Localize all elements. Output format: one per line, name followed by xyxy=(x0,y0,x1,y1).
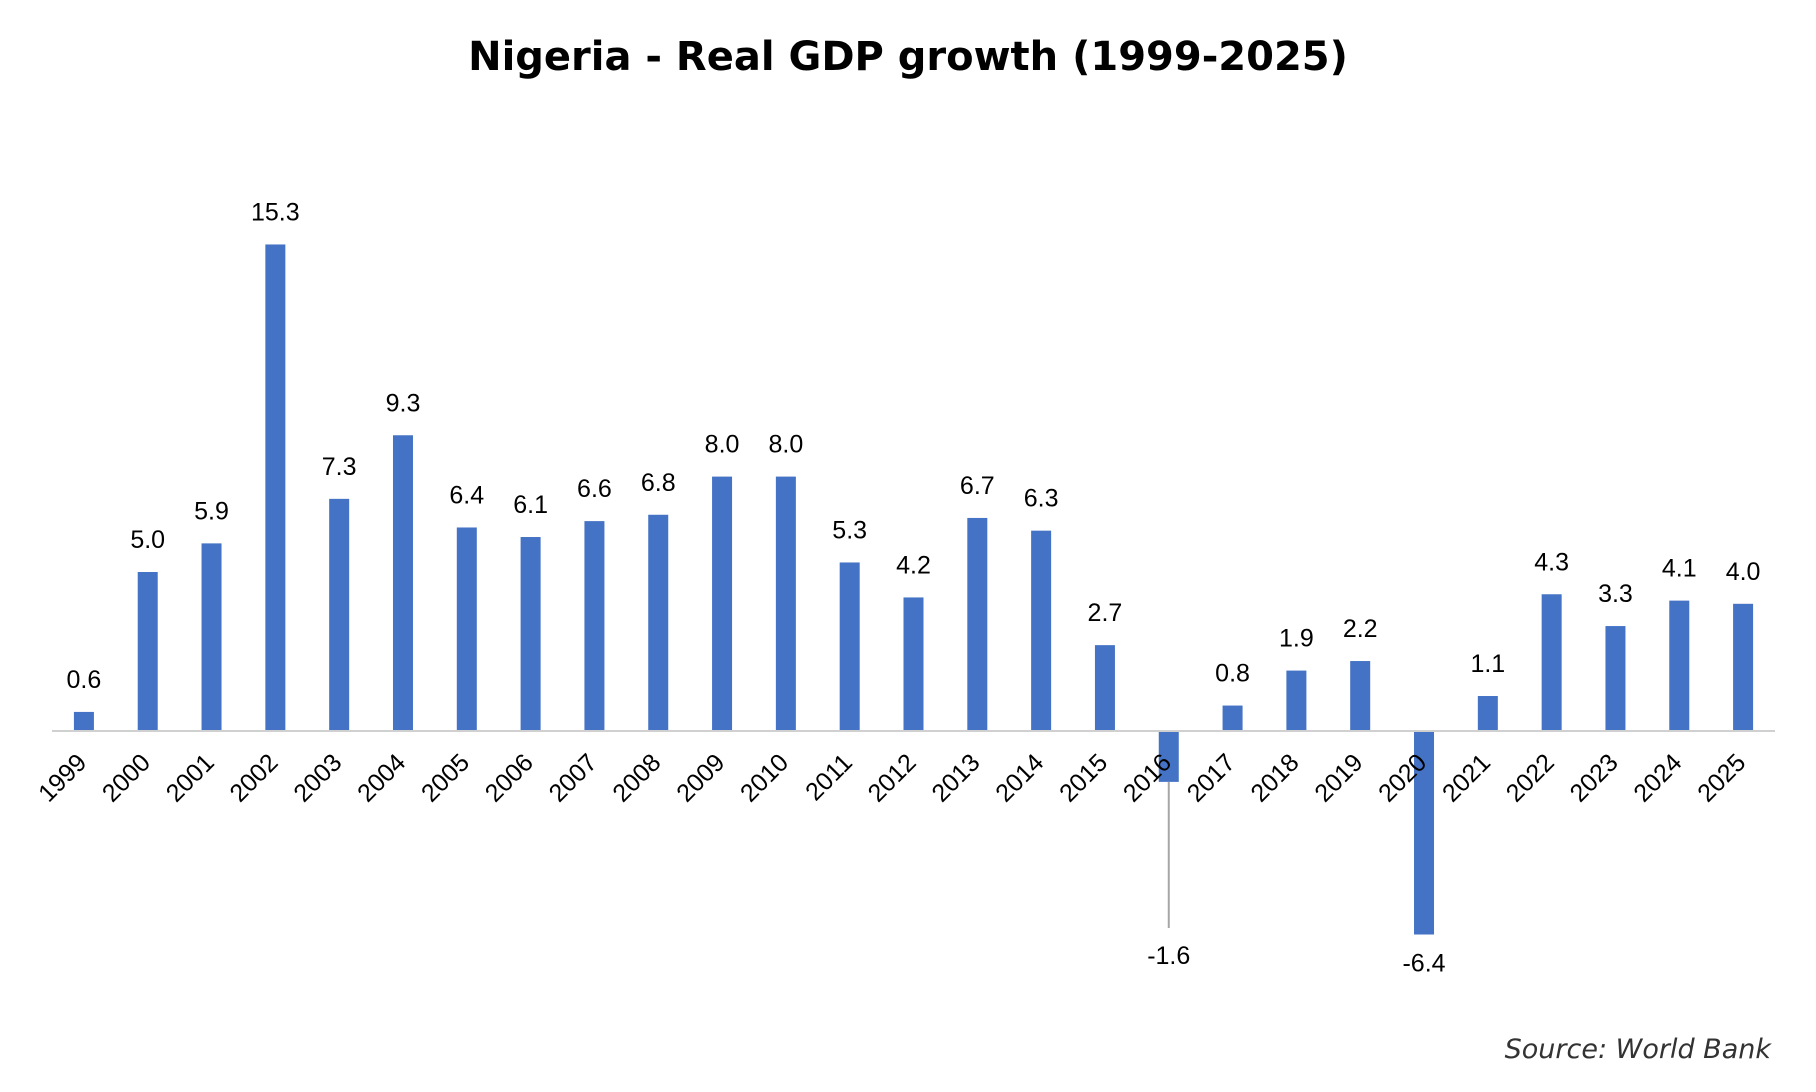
bar-2000 xyxy=(137,572,158,731)
bar-2009 xyxy=(712,476,733,731)
bar-2016 xyxy=(1158,731,1179,782)
bar-2017 xyxy=(1222,705,1243,731)
data-label-2010: 8.0 xyxy=(768,431,803,459)
tick-label-2003: 2003 xyxy=(288,748,347,807)
bar-1999 xyxy=(73,711,94,731)
tick-label-2004: 2004 xyxy=(352,748,411,807)
data-label-2007: 6.6 xyxy=(577,475,612,503)
data-label-2014: 6.3 xyxy=(1024,485,1059,513)
data-label-2012: 4.2 xyxy=(896,551,931,579)
data-label-2005: 6.4 xyxy=(449,481,484,509)
tick-label-2013: 2013 xyxy=(926,748,985,807)
data-label-2008: 6.8 xyxy=(641,469,676,497)
data-label-2019: 2.2 xyxy=(1343,615,1378,643)
bar-2007 xyxy=(584,521,605,731)
tick-label-2019: 2019 xyxy=(1309,748,1368,807)
tick-label-2002: 2002 xyxy=(224,748,283,807)
bar-2021 xyxy=(1477,696,1498,731)
data-label-2004: 9.3 xyxy=(386,389,421,417)
tick-label-2017: 2017 xyxy=(1182,748,1241,807)
data-label-2017: 0.8 xyxy=(1215,660,1250,688)
bar-2019 xyxy=(1350,661,1371,731)
bar-2005 xyxy=(456,527,477,731)
tick-label-2010: 2010 xyxy=(735,748,794,807)
tick-label-2008: 2008 xyxy=(607,748,666,807)
data-label-2006: 6.1 xyxy=(513,491,548,519)
data-label-2018: 1.9 xyxy=(1279,625,1314,653)
bar-2011 xyxy=(839,562,860,731)
data-label-2011: 5.3 xyxy=(832,516,867,544)
chart-title: Nigeria - Real GDP growth (1999-2025) xyxy=(468,34,1348,80)
data-label-2001: 5.9 xyxy=(194,497,229,525)
bar-2022 xyxy=(1541,594,1562,731)
data-label-2009: 8.0 xyxy=(705,431,740,459)
tick-label-2006: 2006 xyxy=(480,748,539,807)
bar-2023 xyxy=(1605,626,1626,731)
bar-2018 xyxy=(1286,670,1307,731)
bar-2020 xyxy=(1414,731,1435,935)
data-label-2021: 1.1 xyxy=(1470,650,1505,678)
tick-label-2009: 2009 xyxy=(671,748,730,807)
data-label-1999: 0.6 xyxy=(67,666,102,694)
data-label-2016: -1.6 xyxy=(1147,942,1190,970)
bar-2004 xyxy=(392,435,413,731)
tick-label-2011: 2011 xyxy=(800,748,858,806)
source-note: Source: World Bank xyxy=(1504,1034,1771,1065)
tick-label-2015: 2015 xyxy=(1054,748,1113,807)
data-label-2003: 7.3 xyxy=(322,453,357,481)
tick-label-2021: 2021 xyxy=(1437,748,1496,807)
tick-label-2018: 2018 xyxy=(1246,748,1305,807)
bar-2025 xyxy=(1733,603,1754,731)
tick-label-2005: 2005 xyxy=(416,748,475,807)
bar-2003 xyxy=(329,498,350,731)
data-label-2015: 2.7 xyxy=(1088,599,1123,627)
tick-label-2023: 2023 xyxy=(1565,748,1624,807)
bar-2015 xyxy=(1094,645,1115,731)
bar-2001 xyxy=(201,543,222,731)
tick-label-1999: 1999 xyxy=(33,748,92,807)
tick-label-2007: 2007 xyxy=(544,748,603,807)
tick-label-2012: 2012 xyxy=(863,748,922,807)
tick-label-2014: 2014 xyxy=(990,748,1049,807)
bar-2014 xyxy=(1031,530,1052,731)
data-label-2013: 6.7 xyxy=(960,472,995,500)
data-label-2024: 4.1 xyxy=(1662,555,1697,583)
tick-label-2000: 2000 xyxy=(97,748,156,807)
tick-label-2001: 2001 xyxy=(161,748,220,807)
bar-2002 xyxy=(265,244,286,731)
bar-2010 xyxy=(775,476,796,731)
bar-2008 xyxy=(648,514,669,731)
bar-2024 xyxy=(1669,600,1690,731)
data-label-2025: 4.0 xyxy=(1726,558,1761,586)
bar-2006 xyxy=(520,537,541,731)
tick-label-2022: 2022 xyxy=(1501,748,1560,807)
data-label-2022: 4.3 xyxy=(1534,548,1569,576)
data-label-2002: 15.3 xyxy=(251,198,300,226)
tick-label-2025: 2025 xyxy=(1692,748,1751,807)
data-label-2020: -6.4 xyxy=(1402,950,1445,978)
bar-2013 xyxy=(967,517,988,731)
bar-2012 xyxy=(903,597,924,731)
data-label-2000: 5.0 xyxy=(130,526,165,554)
data-label-2023: 3.3 xyxy=(1598,580,1633,608)
tick-label-2024: 2024 xyxy=(1628,748,1687,807)
